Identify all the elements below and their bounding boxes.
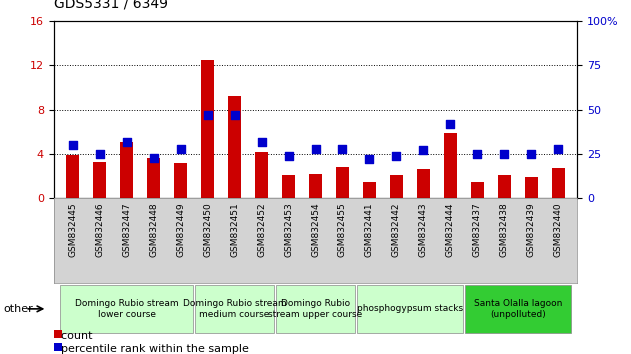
- Text: GSM832448: GSM832448: [149, 202, 158, 257]
- Text: phosphogypsum stacks: phosphogypsum stacks: [357, 304, 463, 313]
- Text: count: count: [54, 331, 92, 341]
- Text: GSM832454: GSM832454: [311, 202, 320, 257]
- Text: percentile rank within the sample: percentile rank within the sample: [54, 344, 249, 354]
- Text: Domingo Rubio
stream upper course: Domingo Rubio stream upper course: [268, 299, 363, 319]
- Point: [68, 142, 78, 148]
- Point: [310, 146, 321, 152]
- Point: [418, 148, 428, 153]
- Point: [95, 151, 105, 157]
- Point: [526, 151, 536, 157]
- Bar: [147, 159, 160, 198]
- Text: GDS5331 / 6349: GDS5331 / 6349: [54, 0, 168, 11]
- Text: GSM832443: GSM832443: [419, 202, 428, 257]
- Text: GSM832446: GSM832446: [95, 202, 104, 257]
- Bar: [336, 167, 349, 198]
- Text: GSM832451: GSM832451: [230, 202, 239, 257]
- Text: GSM832453: GSM832453: [284, 202, 293, 257]
- Text: GSM832440: GSM832440: [554, 202, 563, 257]
- Bar: [255, 152, 268, 198]
- Point: [203, 112, 213, 118]
- Text: GSM832455: GSM832455: [338, 202, 347, 257]
- Text: GSM832441: GSM832441: [365, 202, 374, 257]
- Point: [338, 146, 348, 152]
- Text: GSM832444: GSM832444: [446, 202, 455, 257]
- Text: GSM832442: GSM832442: [392, 202, 401, 257]
- Bar: [309, 174, 322, 198]
- Point: [445, 121, 456, 127]
- Point: [256, 139, 266, 144]
- FancyBboxPatch shape: [465, 285, 570, 333]
- FancyBboxPatch shape: [196, 285, 274, 333]
- Bar: [228, 97, 241, 198]
- Bar: [174, 163, 187, 198]
- Bar: [93, 162, 106, 198]
- Bar: [201, 60, 215, 198]
- Point: [230, 112, 240, 118]
- Text: GSM832445: GSM832445: [68, 202, 77, 257]
- Text: Santa Olalla lagoon
(unpolluted): Santa Olalla lagoon (unpolluted): [474, 299, 562, 319]
- Bar: [282, 175, 295, 198]
- Text: GSM832449: GSM832449: [176, 202, 185, 257]
- FancyBboxPatch shape: [61, 285, 192, 333]
- Point: [553, 146, 563, 152]
- Bar: [444, 133, 457, 198]
- Text: GSM832437: GSM832437: [473, 202, 482, 257]
- Bar: [363, 182, 376, 198]
- Point: [391, 153, 401, 159]
- Text: Domingo Rubio stream
medium course: Domingo Rubio stream medium course: [183, 299, 286, 319]
- Bar: [525, 177, 538, 198]
- Point: [148, 155, 158, 160]
- Text: Domingo Rubio stream
lower course: Domingo Rubio stream lower course: [74, 299, 179, 319]
- Text: GSM832450: GSM832450: [203, 202, 212, 257]
- Bar: [66, 155, 80, 198]
- Text: GSM832439: GSM832439: [527, 202, 536, 257]
- Point: [499, 151, 509, 157]
- Point: [122, 139, 132, 144]
- Point: [175, 146, 186, 152]
- Point: [283, 153, 293, 159]
- Text: GSM832447: GSM832447: [122, 202, 131, 257]
- Bar: [390, 175, 403, 198]
- Bar: [416, 170, 430, 198]
- FancyBboxPatch shape: [357, 285, 463, 333]
- Text: GSM832452: GSM832452: [257, 202, 266, 257]
- Bar: [54, 343, 62, 351]
- Bar: [471, 182, 484, 198]
- Bar: [551, 169, 565, 198]
- Text: GSM832438: GSM832438: [500, 202, 509, 257]
- Text: other: other: [3, 304, 33, 314]
- Bar: [54, 330, 62, 338]
- Bar: [120, 142, 133, 198]
- Bar: [498, 175, 511, 198]
- FancyBboxPatch shape: [276, 285, 355, 333]
- Point: [473, 151, 483, 157]
- Point: [365, 156, 375, 162]
